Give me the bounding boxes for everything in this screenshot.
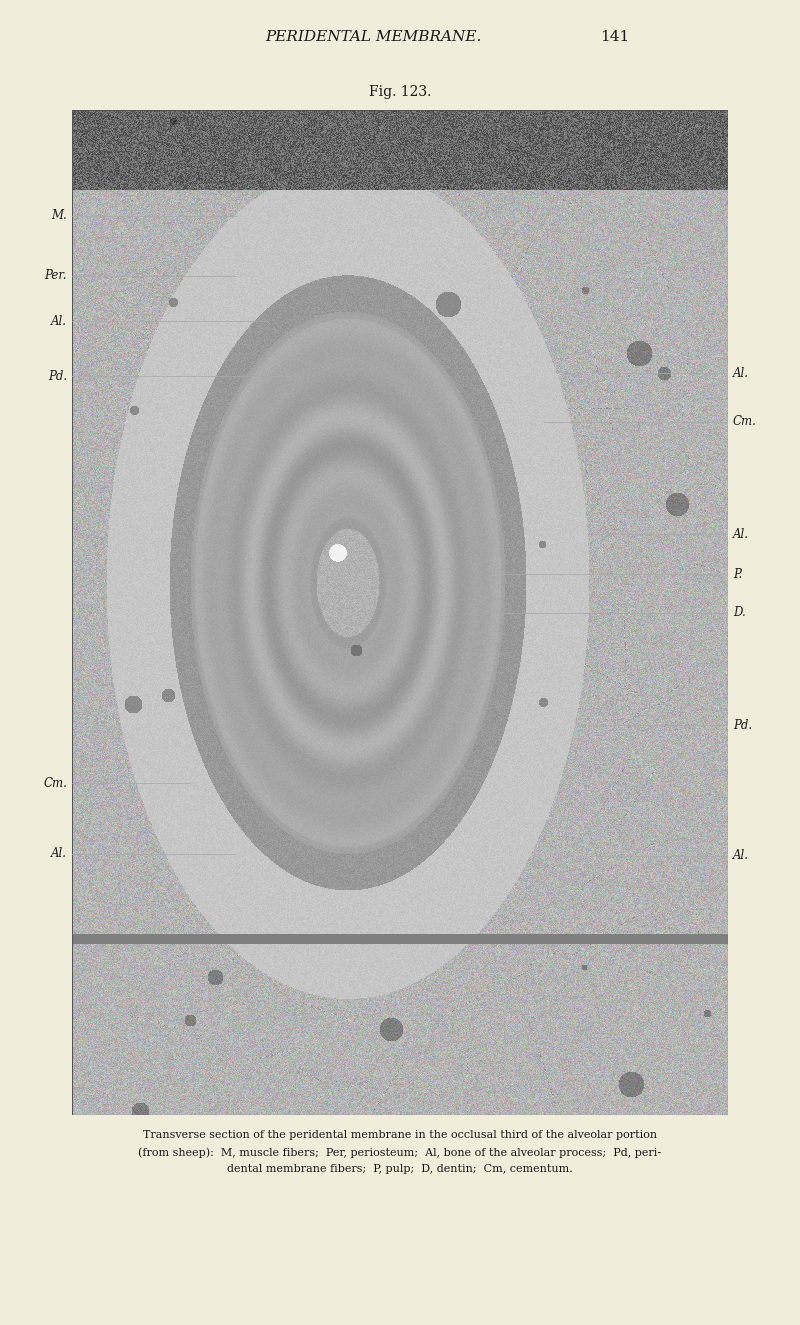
Text: dental membrane fibers;  P, pulp;  D, dentin;  Cm, cementum.: dental membrane fibers; P, pulp; D, dent…: [227, 1163, 573, 1174]
Text: Fig. 123.: Fig. 123.: [369, 85, 431, 99]
Text: Al.: Al.: [733, 849, 749, 863]
Text: Transverse section of the peridental membrane in the occlusal third of the alveo: Transverse section of the peridental mem…: [143, 1130, 657, 1140]
Text: 141: 141: [600, 30, 630, 44]
Text: (from sheep):  M, muscle fibers;  Per, periosteum;  Al, bone of the alveolar pro: (from sheep): M, muscle fibers; Per, per…: [138, 1147, 662, 1158]
Text: Cm.: Cm.: [43, 776, 67, 790]
Text: Per.: Per.: [45, 269, 67, 282]
Text: Pd.: Pd.: [733, 718, 752, 731]
Text: Al.: Al.: [51, 314, 67, 327]
Text: M.: M.: [51, 209, 67, 223]
Text: Pd.: Pd.: [48, 370, 67, 383]
Text: Al.: Al.: [733, 527, 749, 541]
Text: Al.: Al.: [733, 367, 749, 380]
Text: Al.: Al.: [51, 847, 67, 860]
Text: PERIDENTAL MEMBRANE.: PERIDENTAL MEMBRANE.: [265, 30, 482, 44]
Text: D.: D.: [733, 606, 746, 619]
Text: P.: P.: [733, 568, 742, 580]
Text: Cm.: Cm.: [733, 415, 757, 428]
